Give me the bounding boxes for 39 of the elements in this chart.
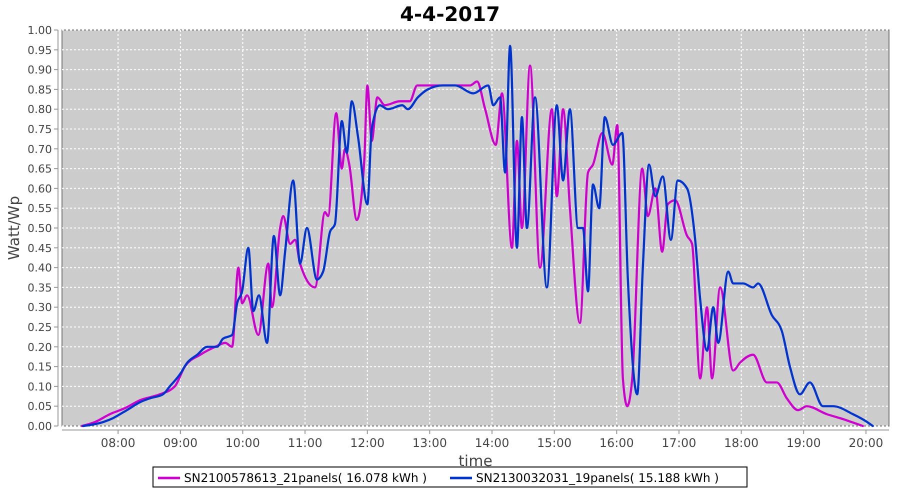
y-tick-label: 0.85 (28, 83, 52, 96)
y-tick-label: 0.95 (28, 44, 52, 57)
x-tick-label: 17:00 (662, 436, 696, 450)
x-tick-label: 09:00 (163, 436, 198, 450)
chart-title: 4-4-2017 (400, 2, 500, 26)
x-tick-label: 20:00 (848, 436, 884, 450)
x-tick-label: 15:00 (537, 436, 572, 450)
x-tick-label: 10:00 (225, 436, 260, 450)
y-tick-label: 0.00 (28, 420, 52, 433)
y-tick-label: 0.90 (28, 64, 52, 77)
y-tick-label: 0.30 (28, 301, 52, 314)
y-tick-label: 0.50 (28, 222, 52, 235)
y-tick-label: 0.70 (28, 142, 52, 156)
y-tick-label: 0.65 (28, 162, 52, 176)
x-tick-label: 18:00 (724, 436, 759, 450)
x-tick-label: 12:00 (350, 436, 385, 450)
y-axis-title: Watt/Wp (5, 196, 23, 260)
y-tick-label: 1.00 (28, 24, 52, 37)
y-tick-label: 0.25 (28, 321, 52, 334)
y-tick-label: 0.80 (28, 103, 52, 116)
x-tick-label: 14:00 (474, 436, 510, 450)
x-axis-title: time (458, 452, 492, 470)
x-tick-label: 16:00 (599, 436, 634, 450)
y-tick-label: 0.75 (28, 123, 52, 136)
y-tick-label: 0.45 (28, 242, 52, 255)
y-tick-label: 0.15 (28, 360, 52, 374)
legend-label: SN2130032031_19panels( 15.188 kWh ) (476, 471, 719, 485)
y-tick-label: 0.20 (28, 340, 52, 354)
y-tick-label: 0.05 (28, 400, 52, 414)
y-tick-label: 0.40 (28, 262, 52, 275)
y-tick-label: 0.55 (28, 202, 52, 216)
x-tick-label: 13:00 (412, 436, 447, 450)
y-tick-label: 0.10 (28, 380, 52, 394)
x-tick-label: 19:00 (786, 436, 821, 450)
y-tick-label: 0.35 (28, 281, 52, 294)
x-tick-label: 08:00 (100, 436, 136, 450)
y-tick-label: 0.60 (28, 182, 52, 196)
x-tick-label: 11:00 (288, 436, 322, 450)
legend-label: SN2100578613_21panels( 16.078 kWh ) (184, 471, 427, 485)
